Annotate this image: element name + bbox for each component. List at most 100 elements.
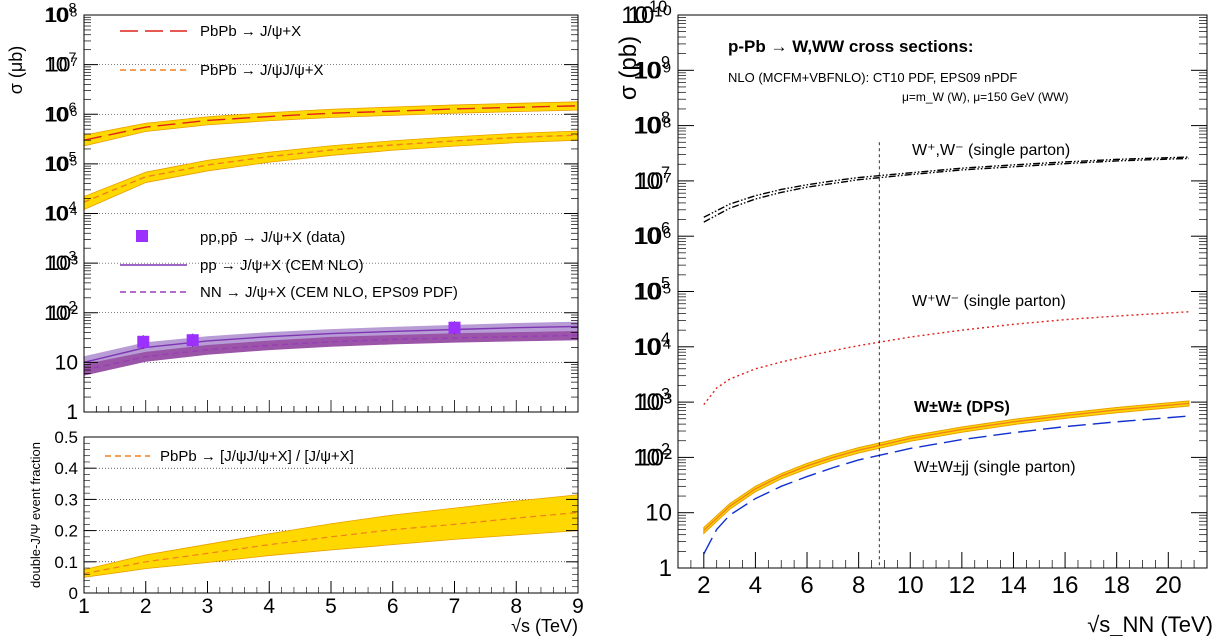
y-tick-label-base: 10 bbox=[633, 444, 660, 471]
series-annotation: W⁺W⁻ (single parton) bbox=[912, 293, 1066, 310]
y-tick-label: 1 bbox=[659, 555, 672, 582]
y-tick-label-base: 10 bbox=[44, 54, 67, 77]
chart-subtitle: NLO (MCFM+VBFNLO): CT10 PDF, EPS09 nPDF bbox=[728, 70, 1017, 85]
left-bottom-panel: 0 0.1 0.2 0.3 0.4 0.5 1 2 3 4 5 6 7 8 9√s (TeV) double-… bbox=[28, 428, 584, 636]
y-tick-label-exp: 5 bbox=[661, 275, 670, 293]
y-tick-label-exp: 4 bbox=[69, 199, 77, 215]
uncertainty-band bbox=[84, 101, 578, 147]
plot-area-right bbox=[703, 142, 1190, 568]
x-tick-label: 2 bbox=[140, 595, 152, 618]
y-tick-label: 10⁷ bbox=[637, 168, 672, 195]
x-tick-label: 10 bbox=[897, 572, 924, 599]
y-tick-label-base: 10 bbox=[621, 2, 648, 29]
series-line bbox=[84, 105, 578, 141]
x-tick-label: 12 bbox=[949, 572, 976, 599]
y-tick-label: 10³ bbox=[637, 389, 672, 416]
y-tick-label: 0.1 bbox=[54, 553, 78, 572]
series-annotation: W⁺,W⁻ (single parton) bbox=[912, 142, 1070, 159]
y-tick-label: 0.2 bbox=[54, 522, 78, 541]
x-axis-label: √s_NN (TeV) bbox=[1087, 612, 1213, 636]
legend-label: PbPb → [J/ψJ/ψ+X] / [J/ψ+X] bbox=[160, 448, 354, 465]
y-tick-label: 10 bbox=[55, 351, 78, 374]
x-tick-label: 1 bbox=[78, 595, 90, 618]
y-tick-label-exp: 8 bbox=[69, 1, 77, 17]
series-line bbox=[84, 334, 578, 371]
y-tick-label-base: 10 bbox=[633, 57, 660, 84]
uncertainty-band bbox=[84, 331, 578, 376]
series-line bbox=[703, 415, 1189, 555]
legend-label: PbPb → J/ψJ/ψ+X bbox=[200, 62, 324, 79]
y-tick-label-base: 10 bbox=[633, 113, 660, 140]
y-tick-label-base: 10 bbox=[44, 103, 67, 126]
series-line bbox=[84, 511, 578, 575]
series-line bbox=[703, 311, 1189, 406]
y-tick-label-exp: 3 bbox=[69, 249, 77, 265]
y-axis-label: σ (μb) bbox=[6, 46, 26, 94]
x-axis-label: √s (TeV) bbox=[511, 616, 578, 636]
x-tick-label: 2 bbox=[697, 572, 710, 599]
x-tick-label: 8 bbox=[510, 595, 522, 618]
y-tick-label-base: 10 bbox=[633, 223, 660, 250]
y-tick-label-base: 10 bbox=[633, 334, 660, 361]
x-tick-label: 9 bbox=[572, 595, 584, 618]
y-tick-label: 10² bbox=[637, 444, 672, 471]
series-line bbox=[84, 325, 578, 364]
legend-label: NN → J/ψ+X (CEM NLO, EPS09 PDF) bbox=[200, 284, 458, 301]
y-axis-label: σ (pb) bbox=[615, 36, 642, 100]
uncertainty-band bbox=[84, 494, 578, 578]
y-tick-label: 10⁹ bbox=[635, 57, 672, 84]
y-tick-label: 10⁵ bbox=[635, 279, 672, 306]
y-tick-label-exp: 2 bbox=[69, 298, 77, 314]
y-tick-label: 10¹⁰ bbox=[628, 2, 672, 29]
x-tick-label: 8 bbox=[852, 572, 865, 599]
y-tick-label: 0.5 bbox=[54, 428, 78, 447]
x-tick-label: 5 bbox=[325, 595, 337, 618]
uncertainty-band bbox=[84, 130, 578, 211]
y-tick-label-exp: 4 bbox=[661, 330, 670, 348]
legend-label: pp,pp̄ → J/ψ+X (data) bbox=[200, 229, 345, 246]
series-annotation: W±W± (DPS) bbox=[914, 399, 1010, 416]
chart-subtitle: μ=m_W (W), μ=150 GeV (WW) bbox=[902, 90, 1069, 104]
y-tick-label-base: 10 bbox=[633, 279, 660, 306]
y-tick-label-exp: 5 bbox=[69, 149, 77, 165]
data-point bbox=[137, 335, 150, 348]
x-tick-label: 7 bbox=[449, 595, 461, 618]
data-point bbox=[186, 334, 199, 347]
y-tick-label-base: 10 bbox=[44, 203, 67, 226]
y-tick-label-exp: 7 bbox=[69, 50, 77, 66]
x-tick-label: 6 bbox=[387, 595, 399, 618]
x-tick-label: 4 bbox=[263, 595, 275, 618]
y-tick-label-base: 10 bbox=[633, 168, 660, 195]
y-tick-label-exp: 9 bbox=[661, 54, 670, 72]
x-tick-label: 3 bbox=[202, 595, 214, 618]
y-tick-label-exp: 3 bbox=[661, 385, 670, 403]
legend-label: pp → J/ψ+X (CEM NLO) bbox=[200, 257, 364, 274]
chart-title: p-Pb → W,WW cross sections: bbox=[728, 37, 974, 56]
y-tick-label: 0.4 bbox=[54, 459, 78, 478]
series-annotation: W±W±jj (single parton) bbox=[914, 459, 1076, 476]
y-tick-label: 0.3 bbox=[54, 490, 78, 509]
y-axis-label: double-J/Ψ event fraction bbox=[28, 442, 43, 588]
y-tick-label: 10⁸ bbox=[46, 4, 78, 27]
uncertainty-band bbox=[703, 400, 1190, 535]
legend-label: PbPb → J/ψ+X bbox=[200, 23, 301, 40]
series-line bbox=[703, 157, 1189, 223]
x-tick-label: 14 bbox=[1000, 572, 1027, 599]
y-tick-label-exp: 2 bbox=[661, 441, 670, 459]
x-tick-label: 16 bbox=[1052, 572, 1079, 599]
